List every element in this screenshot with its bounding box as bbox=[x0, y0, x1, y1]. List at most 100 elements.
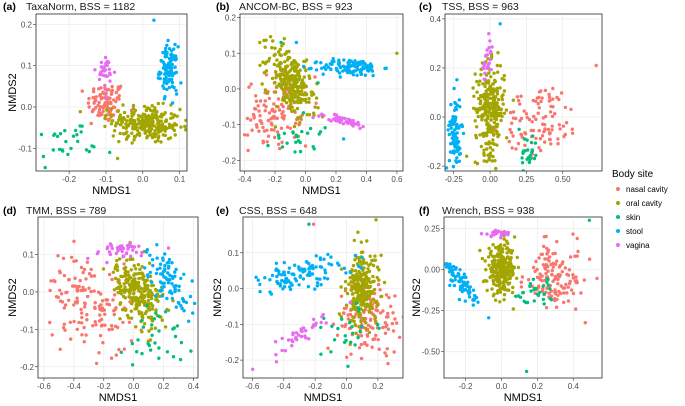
data-point bbox=[297, 267, 301, 271]
x-tick-label: 0.0 bbox=[300, 175, 312, 184]
data-point bbox=[335, 261, 340, 265]
data-point bbox=[583, 321, 587, 325]
data-point bbox=[242, 133, 247, 137]
panel-border bbox=[444, 13, 603, 172]
data-point bbox=[548, 110, 553, 114]
data-point bbox=[482, 96, 487, 101]
data-point bbox=[173, 270, 177, 274]
data-point bbox=[461, 131, 466, 136]
data-point bbox=[298, 121, 302, 125]
data-point bbox=[124, 308, 128, 312]
data-point bbox=[166, 38, 170, 43]
data-point bbox=[476, 114, 480, 119]
y-tick-label: 0.4 bbox=[430, 15, 442, 24]
data-point bbox=[275, 274, 279, 279]
data-point bbox=[131, 103, 136, 108]
data-point bbox=[305, 273, 310, 277]
data-point bbox=[329, 263, 334, 267]
data-point bbox=[534, 286, 538, 291]
data-point bbox=[368, 297, 372, 302]
data-point bbox=[534, 136, 538, 141]
data-point bbox=[370, 280, 375, 284]
data-point bbox=[487, 46, 491, 50]
data-point bbox=[39, 132, 44, 137]
data-point bbox=[176, 45, 180, 49]
data-point bbox=[447, 123, 451, 128]
data-point bbox=[357, 264, 361, 268]
data-point bbox=[543, 140, 547, 144]
data-point bbox=[316, 81, 320, 85]
data-point bbox=[109, 101, 113, 106]
data-point bbox=[143, 280, 147, 284]
data-point bbox=[594, 63, 598, 68]
data-point bbox=[74, 128, 78, 133]
data-point bbox=[537, 146, 541, 150]
data-point bbox=[170, 296, 174, 301]
data-point bbox=[515, 276, 519, 280]
data-point bbox=[300, 89, 304, 93]
data-point bbox=[350, 325, 354, 329]
data-point bbox=[122, 262, 126, 266]
data-point bbox=[489, 68, 493, 72]
data-point bbox=[568, 255, 573, 259]
data-point bbox=[84, 148, 89, 152]
data-point bbox=[497, 229, 501, 233]
data-point bbox=[171, 355, 176, 359]
data-point bbox=[173, 65, 177, 69]
data-point bbox=[131, 127, 135, 131]
data-point bbox=[385, 347, 389, 351]
data-point bbox=[112, 312, 117, 317]
data-point bbox=[311, 115, 315, 120]
data-point bbox=[319, 320, 323, 325]
data-point bbox=[173, 133, 177, 137]
legend-item: stool bbox=[616, 227, 643, 236]
data-point bbox=[62, 273, 67, 278]
data-point bbox=[297, 92, 301, 96]
data-point bbox=[157, 126, 161, 131]
data-point bbox=[438, 259, 441, 262]
data-point bbox=[293, 121, 298, 126]
data-point bbox=[293, 263, 297, 267]
data-point bbox=[99, 324, 104, 328]
data-point bbox=[454, 106, 458, 110]
data-point bbox=[432, 259, 435, 262]
data-point bbox=[524, 369, 529, 374]
data-point bbox=[103, 55, 108, 60]
data-point bbox=[461, 280, 466, 284]
data-point bbox=[154, 114, 158, 118]
data-point bbox=[296, 86, 300, 90]
data-point bbox=[129, 339, 134, 343]
data-point bbox=[258, 119, 262, 123]
data-point bbox=[492, 120, 497, 125]
data-point bbox=[489, 90, 493, 95]
data-point bbox=[300, 98, 305, 102]
data-point bbox=[81, 285, 85, 290]
data-point bbox=[467, 295, 472, 299]
data-point bbox=[484, 81, 488, 85]
data-point bbox=[539, 148, 543, 153]
data-point bbox=[379, 253, 383, 257]
data-point bbox=[155, 110, 159, 114]
data-point bbox=[103, 323, 107, 327]
data-point bbox=[75, 327, 80, 331]
data-point bbox=[152, 317, 156, 321]
data-point bbox=[482, 63, 486, 68]
data-point bbox=[118, 131, 122, 136]
data-point bbox=[574, 281, 578, 285]
data-point bbox=[59, 292, 64, 296]
data-point bbox=[154, 287, 158, 292]
data-point bbox=[127, 273, 131, 277]
data-point bbox=[105, 246, 109, 251]
x-tick-label: -0.2 bbox=[308, 382, 322, 391]
data-point bbox=[511, 98, 515, 102]
data-point bbox=[278, 284, 283, 288]
data-point bbox=[499, 275, 504, 279]
data-point bbox=[175, 324, 180, 328]
data-point bbox=[147, 293, 151, 297]
data-point bbox=[557, 97, 561, 102]
data-point bbox=[182, 309, 186, 313]
data-point bbox=[129, 276, 133, 280]
data-point bbox=[500, 77, 504, 81]
data-point bbox=[307, 67, 311, 71]
data-point bbox=[258, 99, 263, 103]
